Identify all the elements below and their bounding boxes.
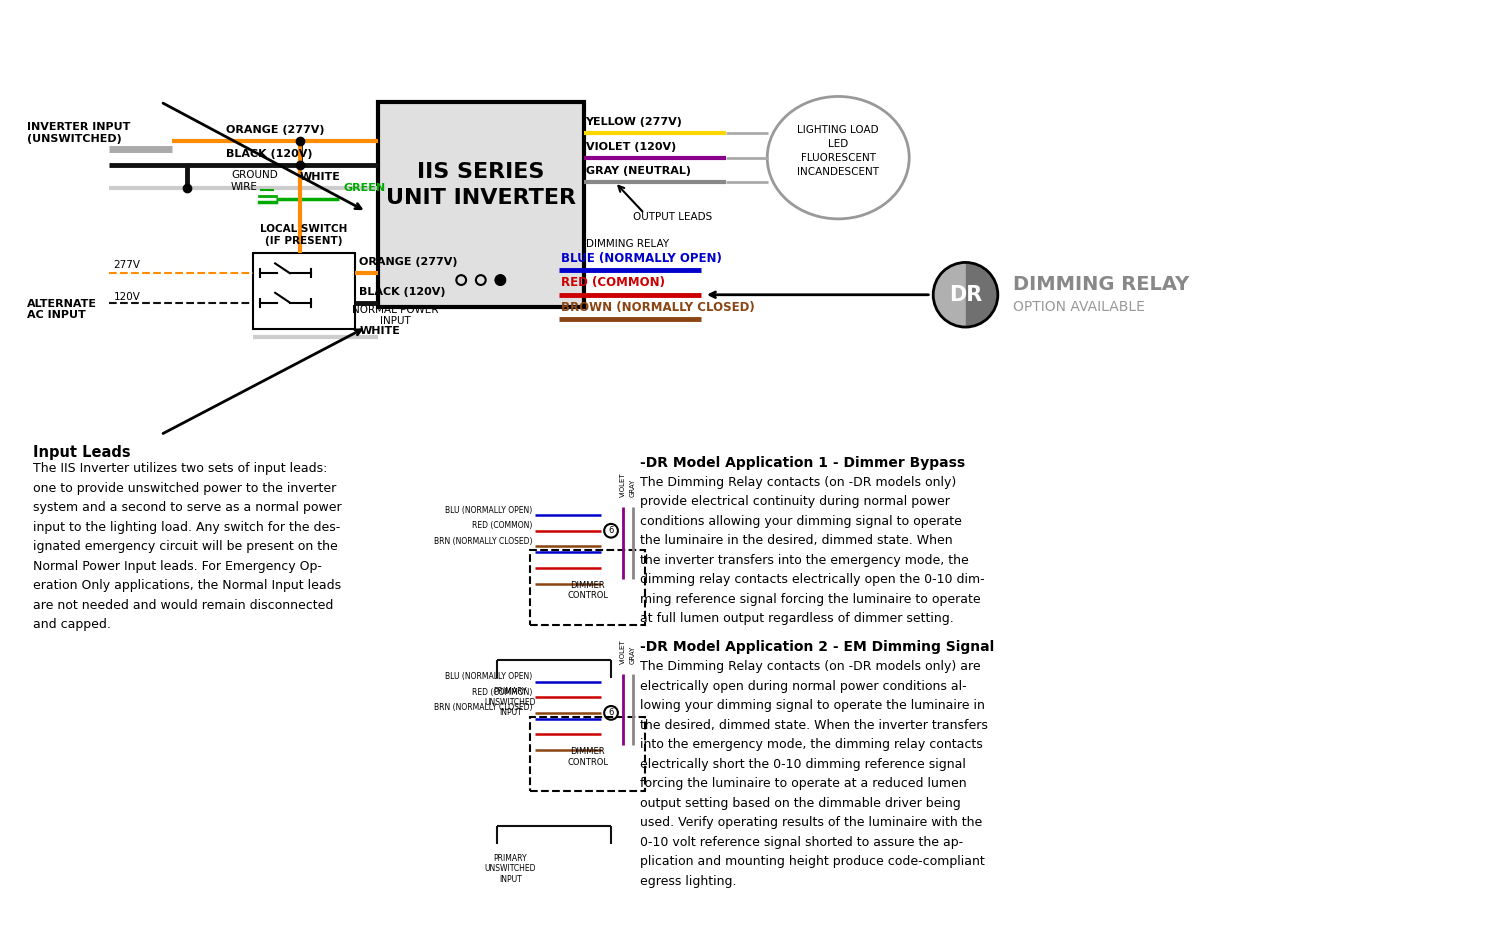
Text: Input Leads: Input Leads	[33, 445, 131, 460]
Text: WHITE: WHITE	[300, 172, 341, 182]
Text: VIOLET: VIOLET	[620, 639, 626, 664]
Bar	[529, 716, 645, 791]
Text: OUTPUT LEADS: OUTPUT LEADS	[632, 212, 712, 223]
Text: WHITE: WHITE	[359, 326, 400, 336]
Text: The Dimming Relay contacts (on -DR models only)
provide electrical continuity du: The Dimming Relay contacts (on -DR model…	[641, 476, 985, 626]
Text: IIS SERIES
UNIT INVERTER: IIS SERIES UNIT INVERTER	[386, 161, 576, 209]
Text: ORANGE (277V): ORANGE (277V)	[226, 126, 324, 135]
Text: LIGHTING LOAD
LED
FLUORESCENT
INCANDESCENT: LIGHTING LOAD LED FLUORESCENT INCANDESCE…	[798, 125, 879, 177]
Text: The Dimming Relay contacts (on -DR models only) are
electrically open during nor: The Dimming Relay contacts (on -DR model…	[641, 660, 988, 887]
Text: VIOLET (120V): VIOLET (120V)	[585, 142, 676, 152]
Text: BLU (NORMALLY OPEN): BLU (NORMALLY OPEN)	[445, 506, 532, 514]
Text: GRAY: GRAY	[629, 479, 635, 497]
Text: -DR Model Application 2 - EM Dimming Signal: -DR Model Application 2 - EM Dimming Sig…	[641, 640, 995, 654]
Text: DIMMER
CONTROL: DIMMER CONTROL	[567, 748, 608, 767]
Text: GREEN: GREEN	[344, 183, 386, 193]
Text: BLACK (120V): BLACK (120V)	[226, 149, 312, 159]
Bar	[379, 102, 584, 308]
Text: 120V: 120V	[113, 292, 140, 302]
Text: 277V: 277V	[113, 261, 140, 270]
Text: ALTERNATE
AC INPUT: ALTERNATE AC INPUT	[27, 298, 98, 320]
Text: DIMMING RELAY: DIMMING RELAY	[1012, 276, 1188, 295]
Text: The IIS Inverter utilizes two sets of input leads:
one to provide unswitched pow: The IIS Inverter utilizes two sets of in…	[33, 463, 342, 632]
Text: RED (COMMON): RED (COMMON)	[472, 521, 532, 531]
Text: INVERTER INPUT
(UNSWITCHED): INVERTER INPUT (UNSWITCHED)	[27, 123, 131, 144]
Text: ORANGE (277V): ORANGE (277V)	[359, 258, 458, 267]
Text: PRIMARY
UNSWITCHED
INPUT: PRIMARY UNSWITCHED INPUT	[484, 854, 535, 884]
Bar	[253, 253, 356, 329]
Text: GRAY (NEUTRAL): GRAY (NEUTRAL)	[585, 166, 691, 177]
Text: BLUE (NORMALLY OPEN): BLUE (NORMALLY OPEN)	[561, 252, 722, 265]
Text: NORMAL POWER
INPUT: NORMAL POWER INPUT	[353, 305, 439, 326]
Text: OPTION AVAILABLE: OPTION AVAILABLE	[1012, 299, 1145, 313]
Text: LOCAL SWITCH
(IF PRESENT): LOCAL SWITCH (IF PRESENT)	[261, 225, 348, 245]
Text: GRAY: GRAY	[629, 646, 635, 664]
Text: VIOLET: VIOLET	[620, 473, 626, 497]
Text: BRN (NORMALLY CLOSED): BRN (NORMALLY CLOSED)	[434, 537, 532, 546]
Text: 6: 6	[608, 526, 614, 535]
Text: -DR Model Application 1 - Dimmer Bypass: -DR Model Application 1 - Dimmer Bypass	[641, 456, 965, 470]
Text: BROWN (NORMALLY CLOSED): BROWN (NORMALLY CLOSED)	[561, 301, 756, 314]
Text: DIMMING RELAY: DIMMING RELAY	[585, 239, 668, 249]
Ellipse shape	[768, 96, 909, 219]
Wedge shape	[933, 262, 965, 327]
Text: DIMMER
CONTROL: DIMMER CONTROL	[567, 581, 608, 600]
Text: DR: DR	[949, 285, 982, 305]
Text: BRN (NORMALLY CLOSED): BRN (NORMALLY CLOSED)	[434, 703, 532, 713]
Text: GROUND
WIRE: GROUND WIRE	[231, 170, 277, 192]
Bar	[529, 550, 645, 625]
Text: YELLOW (277V): YELLOW (277V)	[585, 117, 683, 127]
Text: 6: 6	[608, 708, 614, 717]
Text: BLU (NORMALLY OPEN): BLU (NORMALLY OPEN)	[445, 672, 532, 682]
Text: RED (COMMON): RED (COMMON)	[472, 688, 532, 697]
Text: PRIMARY
UNSWITCHED
INPUT: PRIMARY UNSWITCHED INPUT	[484, 687, 535, 717]
Text: RED (COMMON): RED (COMMON)	[561, 277, 665, 290]
Wedge shape	[965, 262, 998, 327]
Text: BLACK (120V): BLACK (120V)	[359, 287, 446, 296]
Circle shape	[496, 275, 505, 285]
